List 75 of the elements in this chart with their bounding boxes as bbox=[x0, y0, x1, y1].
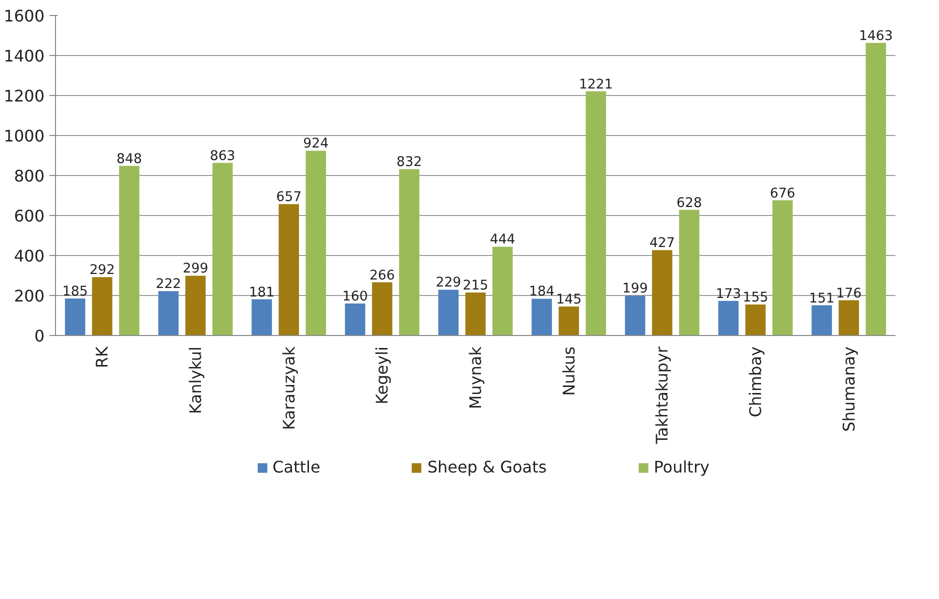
data-label: 145 bbox=[556, 292, 582, 308]
data-label: 173 bbox=[716, 286, 742, 302]
data-label: 848 bbox=[116, 152, 142, 167]
x-tick-label: Muynak bbox=[466, 346, 485, 410]
data-label: 444 bbox=[490, 232, 516, 248]
bar bbox=[212, 162, 233, 336]
data-label: 924 bbox=[303, 136, 329, 152]
y-tick-label: 1200 bbox=[4, 86, 44, 106]
bar bbox=[92, 277, 112, 336]
y-tick-label: 200 bbox=[14, 286, 45, 306]
bar bbox=[492, 246, 513, 336]
y-tick-label: 1400 bbox=[4, 46, 44, 66]
x-tick-label: Karauzyak bbox=[279, 346, 298, 430]
data-label: 676 bbox=[770, 186, 796, 202]
bar bbox=[158, 291, 179, 336]
data-label: 863 bbox=[210, 148, 236, 164]
legend-label: Cattle bbox=[272, 458, 320, 476]
data-label: 215 bbox=[462, 278, 488, 294]
data-label: 229 bbox=[436, 276, 462, 291]
data-label: 657 bbox=[276, 190, 302, 206]
y-tick-label: 800 bbox=[14, 166, 45, 186]
x-tick-label: Shumanay bbox=[839, 346, 858, 432]
bar bbox=[306, 150, 326, 336]
y-tick-label: 400 bbox=[14, 246, 45, 266]
data-label: 222 bbox=[156, 277, 182, 292]
x-tick-label: Takhtakupyr bbox=[652, 346, 672, 446]
bar bbox=[772, 200, 793, 336]
data-label: 832 bbox=[396, 155, 422, 170]
bar bbox=[532, 298, 552, 336]
bar bbox=[838, 300, 859, 336]
data-label: 199 bbox=[622, 282, 648, 297]
bar bbox=[372, 282, 392, 336]
y-tick-label: 1000 bbox=[4, 126, 44, 146]
x-tick-label: Nukus bbox=[559, 346, 578, 396]
data-label: 1463 bbox=[858, 28, 893, 44]
data-label: 176 bbox=[836, 286, 862, 302]
data-label: 160 bbox=[342, 290, 368, 304]
legend-label: Poultry bbox=[654, 458, 710, 476]
x-tick-label: RK bbox=[92, 346, 112, 368]
bar bbox=[812, 305, 832, 336]
bar bbox=[344, 304, 366, 336]
bar bbox=[866, 42, 886, 336]
bar bbox=[718, 300, 739, 336]
bar bbox=[278, 204, 299, 336]
bar bbox=[399, 169, 420, 336]
x-tick-label: Kegeyli bbox=[372, 346, 392, 404]
data-label: 151 bbox=[809, 291, 834, 306]
x-tick-label: Chimbay bbox=[746, 346, 765, 418]
bar bbox=[745, 304, 766, 336]
data-label: 427 bbox=[649, 236, 675, 252]
bar bbox=[64, 298, 86, 336]
y-tick-label: 0 bbox=[34, 326, 45, 346]
y-tick-label: 1600 bbox=[4, 6, 44, 26]
y-tick-label: 600 bbox=[14, 206, 45, 226]
bar bbox=[558, 306, 579, 336]
data-label: 181 bbox=[249, 285, 274, 300]
bar bbox=[465, 292, 486, 336]
data-label: 1221 bbox=[578, 77, 613, 92]
data-label: 628 bbox=[676, 196, 702, 211]
bar bbox=[586, 91, 606, 336]
bar bbox=[252, 299, 272, 336]
legend-label: Sheep & Goats bbox=[427, 458, 547, 476]
bar bbox=[652, 250, 672, 336]
data-label: 266 bbox=[369, 268, 395, 284]
bar bbox=[438, 290, 459, 336]
bar bbox=[679, 210, 700, 336]
data-label: 292 bbox=[89, 263, 115, 278]
data-label: 299 bbox=[182, 262, 208, 277]
data-label: 155 bbox=[742, 290, 768, 306]
x-tick-label: Kanlykul bbox=[186, 346, 205, 414]
bar bbox=[119, 166, 140, 336]
bar bbox=[185, 276, 206, 336]
bar bbox=[624, 296, 646, 336]
data-label: 184 bbox=[529, 284, 554, 300]
data-label: 185 bbox=[62, 284, 88, 300]
